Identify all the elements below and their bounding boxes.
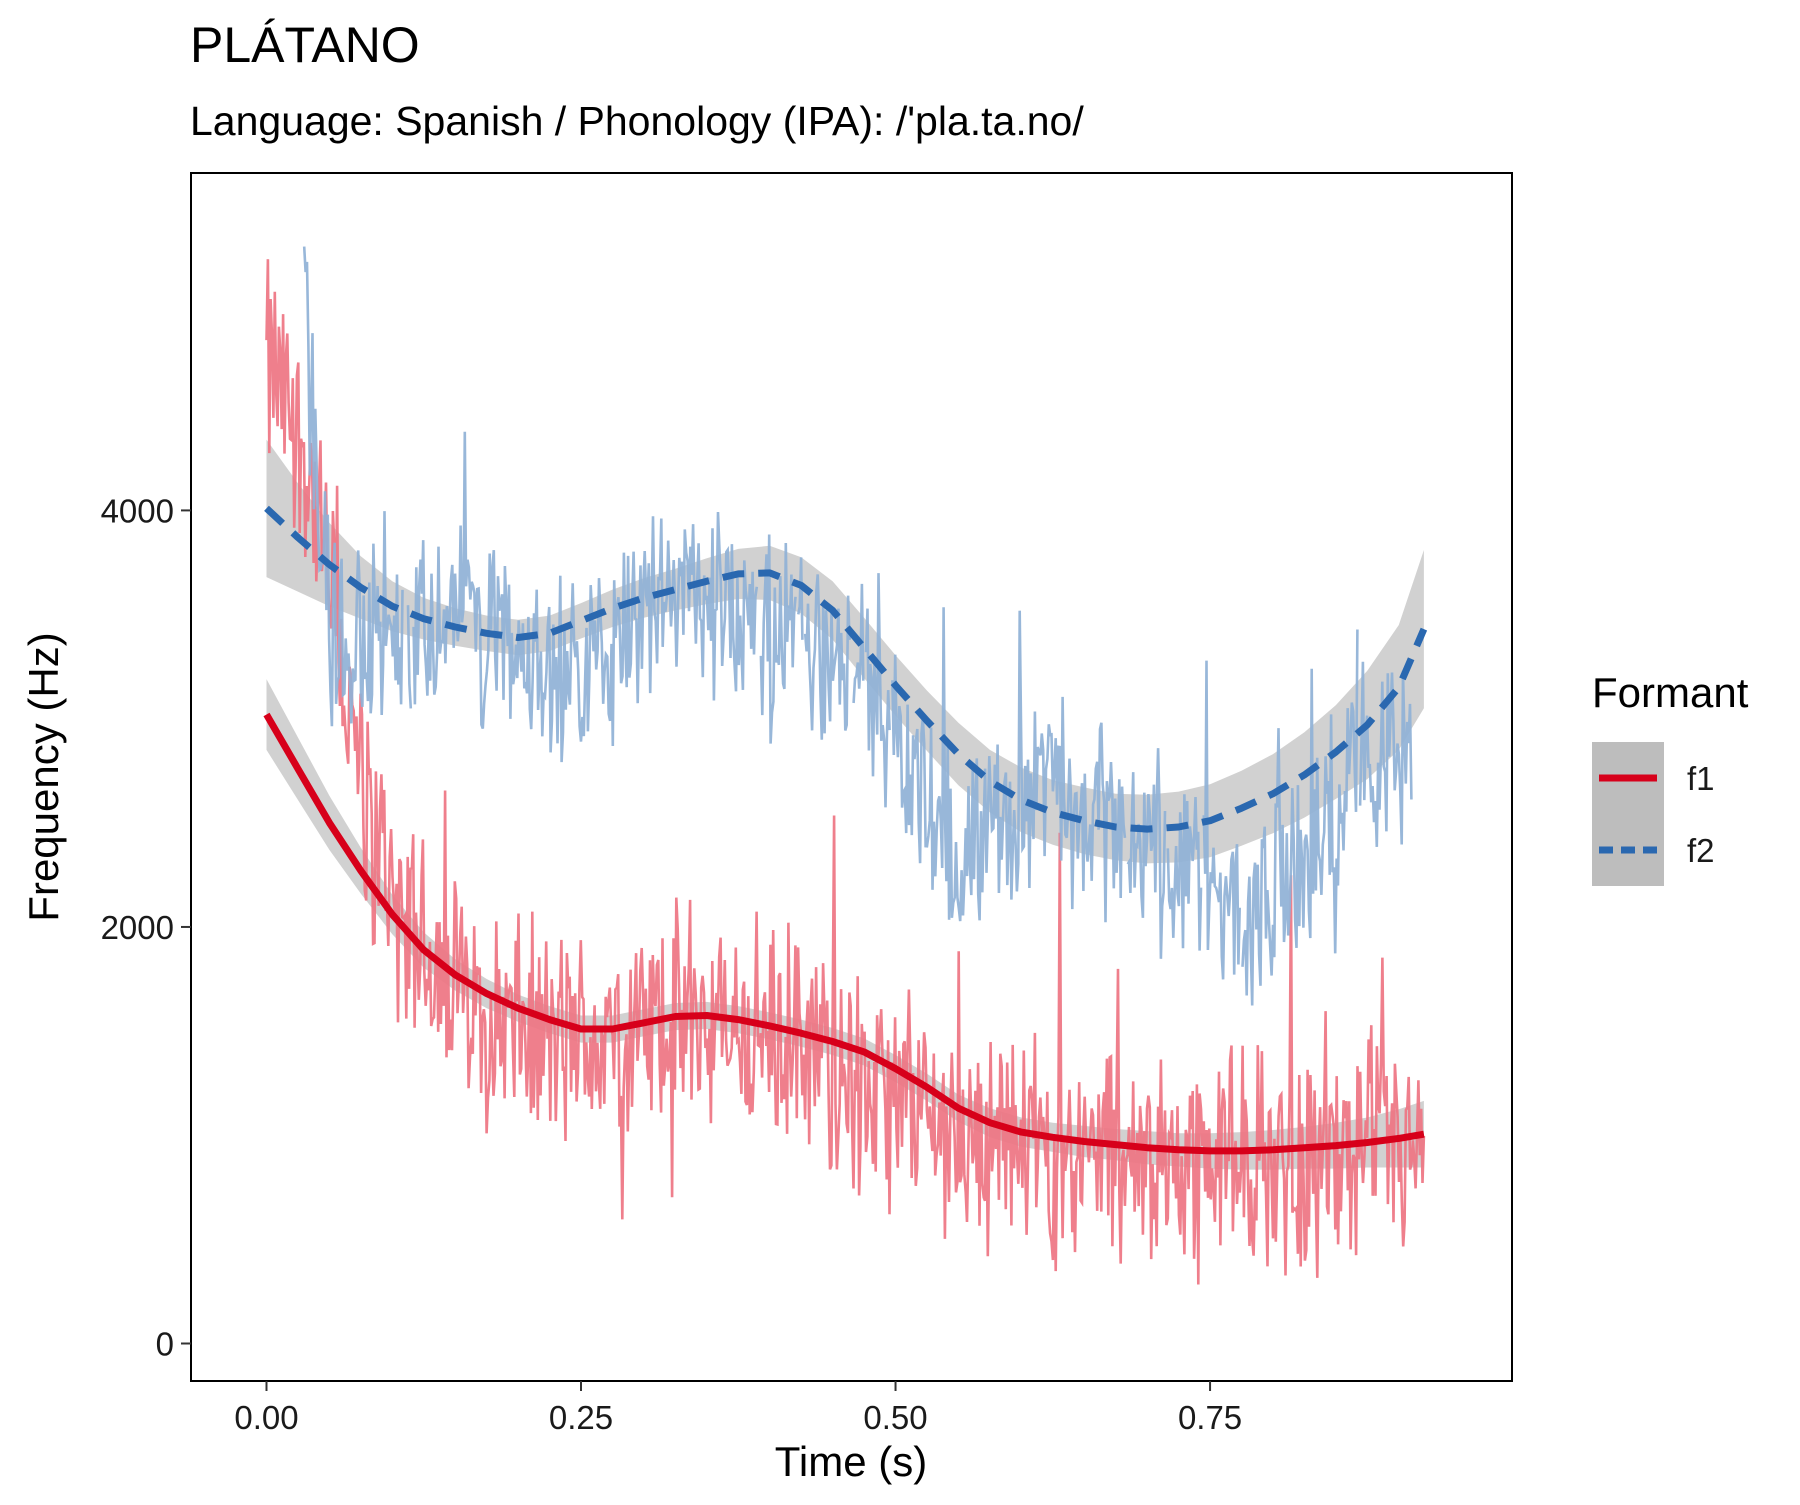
y-tick-label: 0	[156, 1326, 174, 1363]
raw-segment-f2	[891, 607, 1127, 923]
chart-subtitle: Language: Spanish / Phonology (IPA): /'p…	[190, 98, 1084, 144]
x-tick-label: 0.75	[1178, 1399, 1242, 1436]
smooth-line-f2	[264, 505, 1428, 833]
raw-segment-f2	[1358, 661, 1413, 847]
x-axis: 0.00 0.25 0.50 0.75	[234, 1381, 1242, 1436]
raw-segment-f2	[864, 573, 891, 808]
raw-segment-f2	[1166, 794, 1203, 951]
raw-segment-f2	[803, 574, 853, 740]
raw-segment-f2	[1241, 629, 1359, 1006]
raw-segment-f2	[1202, 660, 1241, 980]
x-axis-label: Time (s)	[775, 1438, 927, 1485]
legend-label-f1: f1	[1687, 760, 1715, 797]
raw-segment-f2	[1126, 748, 1167, 959]
smoothed-formant-lines	[263, 505, 1428, 1155]
legend-item-f1: f1	[1592, 742, 1715, 814]
legend-title: Formant	[1592, 669, 1749, 716]
raw-segment-f2	[406, 605, 413, 709]
ribbon-f2	[266, 439, 1424, 864]
confidence-ribbons	[266, 439, 1424, 1170]
legend-label-f2: f2	[1687, 832, 1715, 869]
raw-formant-tracks	[265, 246, 1426, 1285]
raw-segment-f2	[412, 431, 759, 763]
y-axis-label: Frequency (Hz)	[20, 632, 67, 921]
plot-panel-border	[190, 172, 1513, 1382]
raw-track-f2	[302, 246, 1413, 1006]
raw-segment-f2	[852, 583, 865, 704]
y-tick-label: 2000	[101, 909, 174, 946]
x-tick-label: 0.00	[234, 1399, 298, 1436]
raw-segment-f1	[265, 259, 1426, 1285]
legend: Formant f1 f2	[1592, 669, 1749, 886]
y-tick-label: 4000	[101, 492, 174, 529]
raw-track-f1	[265, 259, 1426, 1285]
x-tick-label: 0.25	[549, 1399, 613, 1436]
x-tick-label: 0.50	[863, 1399, 927, 1436]
legend-item-f2: f2	[1592, 814, 1715, 886]
y-axis: 0 2000 4000	[101, 492, 191, 1363]
raw-segment-f2	[302, 246, 404, 727]
smooth-line-f1	[263, 712, 1425, 1155]
chart-title: PLÁTANO	[190, 17, 420, 73]
